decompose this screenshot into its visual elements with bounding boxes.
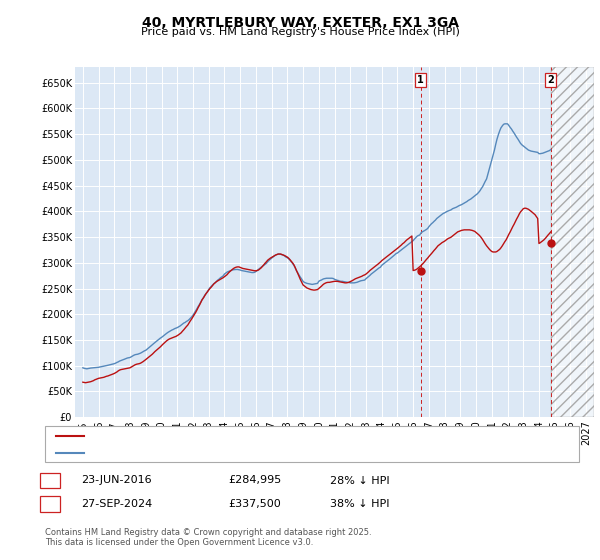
- Text: £337,500: £337,500: [228, 499, 281, 509]
- Text: 2: 2: [46, 499, 53, 509]
- Text: £284,995: £284,995: [228, 475, 281, 486]
- Text: 1: 1: [46, 475, 53, 486]
- Text: 1: 1: [418, 75, 424, 85]
- Text: HPI: Average price, detached house, Exeter: HPI: Average price, detached house, Exet…: [87, 448, 299, 458]
- Bar: [551, 67, 594, 417]
- Text: 23-JUN-2016: 23-JUN-2016: [81, 475, 152, 486]
- Text: 27-SEP-2024: 27-SEP-2024: [81, 499, 152, 509]
- Text: 40, MYRTLEBURY WAY, EXETER, EX1 3GA: 40, MYRTLEBURY WAY, EXETER, EX1 3GA: [142, 16, 458, 30]
- Text: Contains HM Land Registry data © Crown copyright and database right 2025.
This d: Contains HM Land Registry data © Crown c…: [45, 528, 371, 547]
- Text: Price paid vs. HM Land Registry's House Price Index (HPI): Price paid vs. HM Land Registry's House …: [140, 27, 460, 37]
- Text: 40, MYRTLEBURY WAY, EXETER, EX1 3GA (detached house): 40, MYRTLEBURY WAY, EXETER, EX1 3GA (det…: [87, 431, 375, 441]
- Text: 2: 2: [547, 75, 554, 85]
- Text: 28% ↓ HPI: 28% ↓ HPI: [330, 475, 389, 486]
- Text: 38% ↓ HPI: 38% ↓ HPI: [330, 499, 389, 509]
- Bar: [551, 67, 594, 417]
